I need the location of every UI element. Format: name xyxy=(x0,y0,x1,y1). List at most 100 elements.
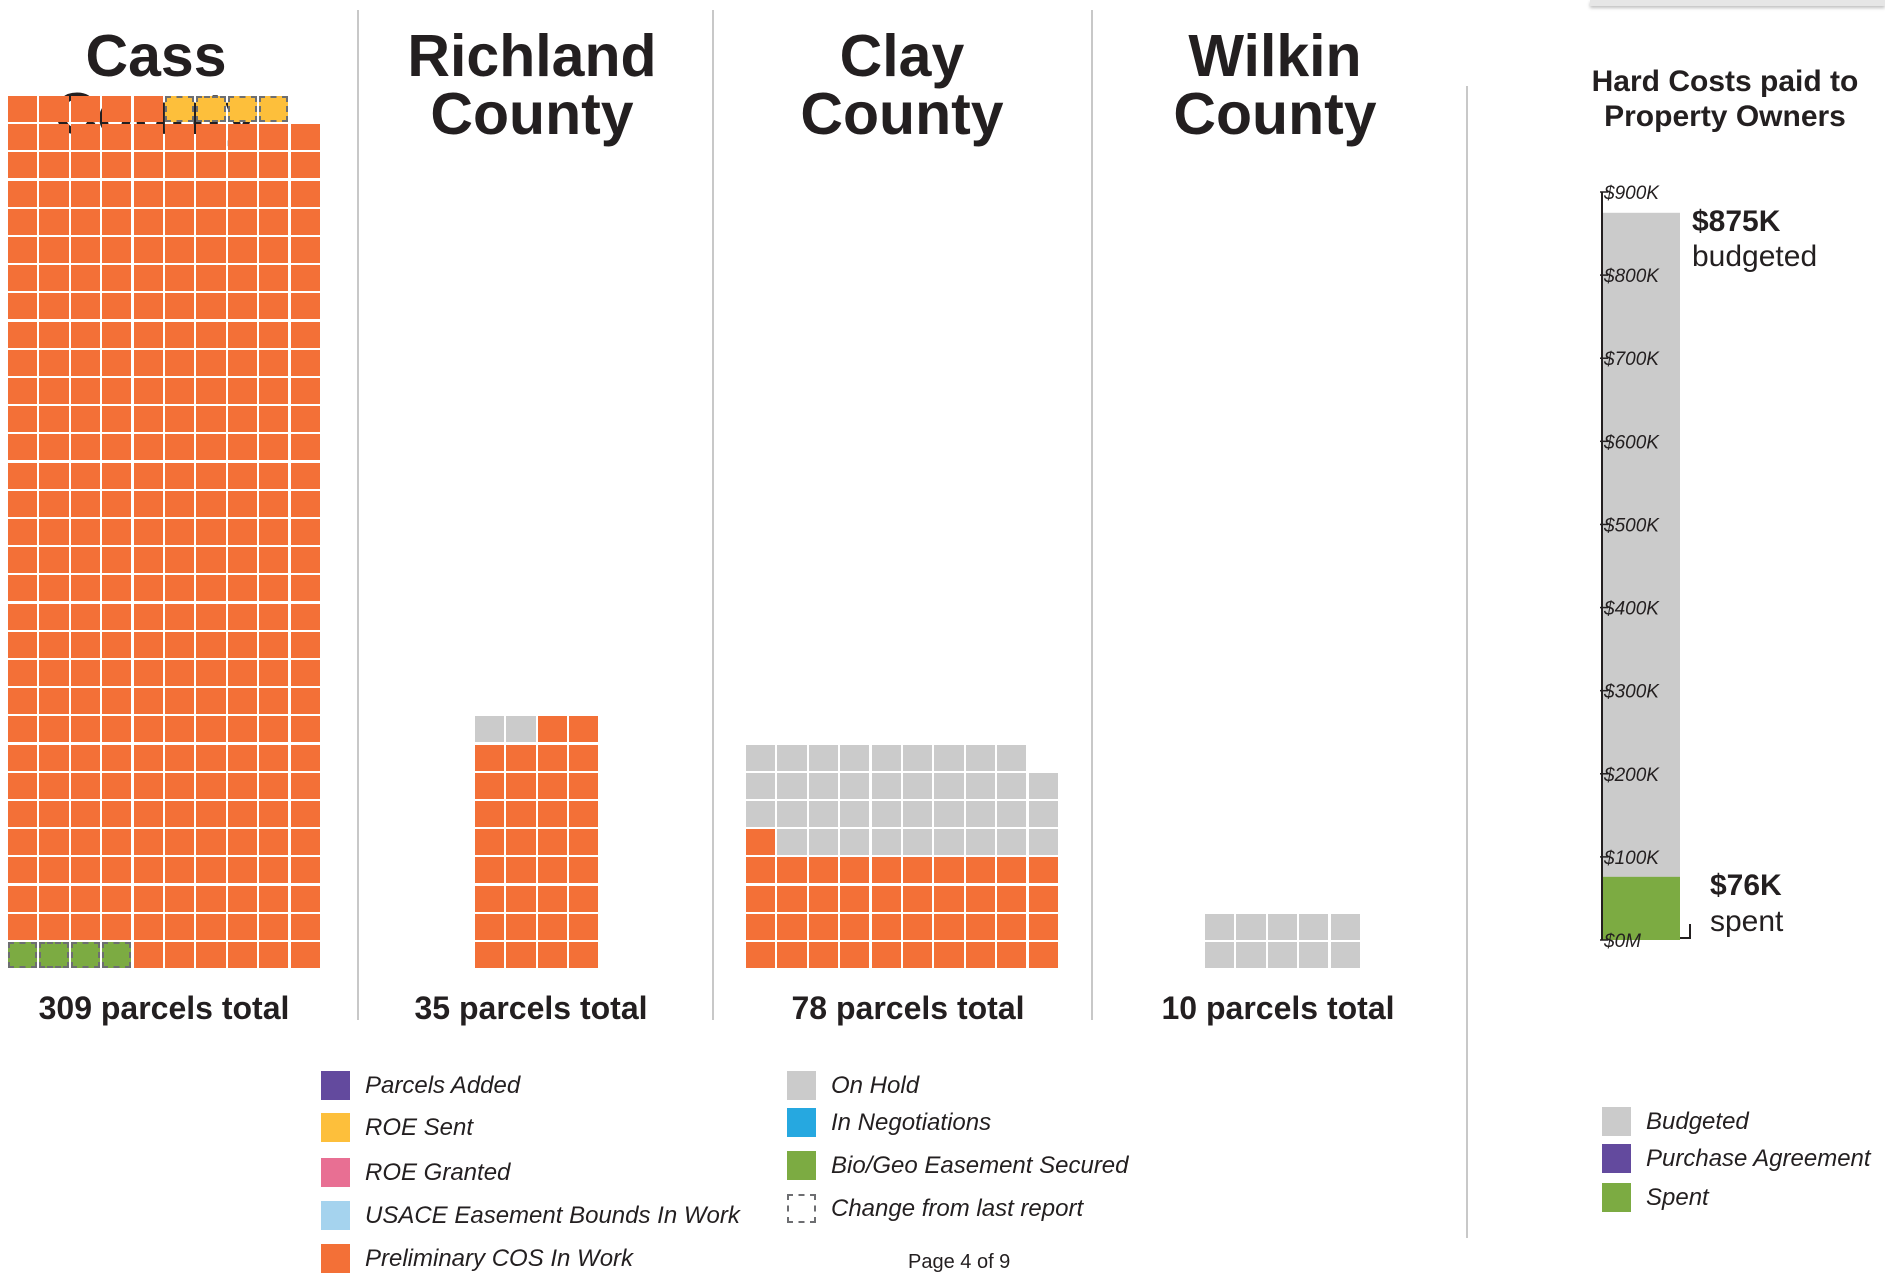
parcel-cell xyxy=(196,490,226,517)
parcel-cell xyxy=(259,941,289,968)
county-title-wilkin: Wilkin County xyxy=(1095,27,1455,144)
parcel-cell xyxy=(196,603,226,630)
parcel-cell xyxy=(259,885,289,912)
parcel-cell xyxy=(290,518,320,545)
legend-swatch xyxy=(321,1201,350,1230)
parcel-cell xyxy=(259,631,289,658)
parcel-cell xyxy=(506,885,536,912)
parcel-cell xyxy=(165,321,195,348)
parcel-cell xyxy=(165,631,195,658)
parcel-cell xyxy=(39,603,69,630)
parcel-cell xyxy=(8,800,38,827)
parcel-cell xyxy=(133,829,163,856)
parcel-cell xyxy=(102,744,132,771)
y-tick-label: $100K xyxy=(1603,848,1660,869)
parcel-cell xyxy=(102,462,132,489)
column-divider xyxy=(712,10,714,1020)
parcel-cell xyxy=(39,434,69,461)
parcel-cell xyxy=(227,208,258,235)
parcel-cell xyxy=(475,772,505,799)
parcel-cell xyxy=(259,124,289,151)
parcel-cell xyxy=(39,659,69,686)
legend-label: Bio/Geo Easement Secured xyxy=(831,1152,1129,1179)
legend-label: Preliminary COS In Work xyxy=(365,1245,634,1272)
parcel-cell xyxy=(70,575,101,602)
parcel-cell xyxy=(227,321,258,348)
parcel-cell xyxy=(506,857,536,884)
parcel-cell xyxy=(290,434,320,461)
parcel-cell xyxy=(70,180,101,207)
parcel-cell xyxy=(165,236,195,263)
parcel-cell xyxy=(165,885,195,912)
parcel-cell xyxy=(259,547,289,574)
parcel-cell xyxy=(133,406,163,433)
parcel-cell xyxy=(871,885,901,912)
parcel-cell xyxy=(133,716,163,743)
parcel-cell xyxy=(537,829,568,856)
county-title-clay: Clay County xyxy=(722,27,1082,144)
parcel-cell xyxy=(808,941,839,968)
parcel-cell xyxy=(8,377,38,404)
parcel-cell xyxy=(8,941,38,968)
parcel-cell xyxy=(39,490,69,517)
parcel-cell xyxy=(227,603,258,630)
parcel-cell xyxy=(227,293,258,320)
legend-label: On Hold xyxy=(831,1072,920,1099)
parcel-cell xyxy=(746,941,776,968)
parcel-cell xyxy=(165,349,195,376)
parcel-cell xyxy=(102,941,132,968)
parcel-cell xyxy=(196,659,226,686)
parcel-cell xyxy=(102,518,132,545)
parcel-cell xyxy=(290,124,320,151)
parcel-cell xyxy=(259,744,289,771)
y-tick-label: $800K xyxy=(1603,266,1660,287)
parcel-cell xyxy=(133,659,163,686)
parcel-cell xyxy=(70,857,101,884)
parcel-cell xyxy=(997,772,1027,799)
parcel-cell xyxy=(1028,772,1058,799)
legend-label: Parcels Added xyxy=(365,1072,521,1099)
parcel-cell xyxy=(1028,800,1058,827)
parcel-cell xyxy=(196,377,226,404)
parcel-cell xyxy=(569,885,599,912)
parcel-cell xyxy=(259,913,289,940)
parcel-cell xyxy=(70,941,101,968)
budgeted-bar xyxy=(1602,212,1680,940)
parcel-cell xyxy=(997,829,1027,856)
parcel-cell xyxy=(871,829,901,856)
parcel-cell xyxy=(102,547,132,574)
y-tick-label: $200K xyxy=(1603,765,1660,786)
parcel-cell xyxy=(290,688,320,715)
parcel-cell xyxy=(569,913,599,940)
parcel-cell xyxy=(537,716,568,743)
parcel-cell xyxy=(746,772,776,799)
parcel-cell xyxy=(8,857,38,884)
parcel-cell xyxy=(746,829,776,856)
parcel-cell xyxy=(39,885,69,912)
parcel-cell xyxy=(39,547,69,574)
parcel-cell xyxy=(965,913,996,940)
parcel-cell xyxy=(165,716,195,743)
parcel-cell xyxy=(102,152,132,179)
legend-swatch xyxy=(1602,1183,1631,1212)
parcel-cell xyxy=(259,434,289,461)
parcel-cell xyxy=(290,631,320,658)
parcel-cell xyxy=(39,772,69,799)
parcel-cell xyxy=(133,208,163,235)
parcel-cell xyxy=(259,349,289,376)
parcel-cell xyxy=(133,857,163,884)
parcel-cell xyxy=(227,124,258,151)
parcel-cell xyxy=(165,547,195,574)
parcel-cell xyxy=(102,406,132,433)
parcel-cell xyxy=(39,744,69,771)
parcel-cell xyxy=(133,293,163,320)
parcel-cell xyxy=(259,236,289,263)
parcel-cell xyxy=(840,885,870,912)
parcel-cell xyxy=(934,744,964,771)
parcel-cell xyxy=(70,603,101,630)
parcel-cell xyxy=(1299,941,1329,968)
parcel-cell xyxy=(537,885,568,912)
parcel-cell xyxy=(871,913,901,940)
parcel-cell xyxy=(475,941,505,968)
parcel-cell xyxy=(70,800,101,827)
